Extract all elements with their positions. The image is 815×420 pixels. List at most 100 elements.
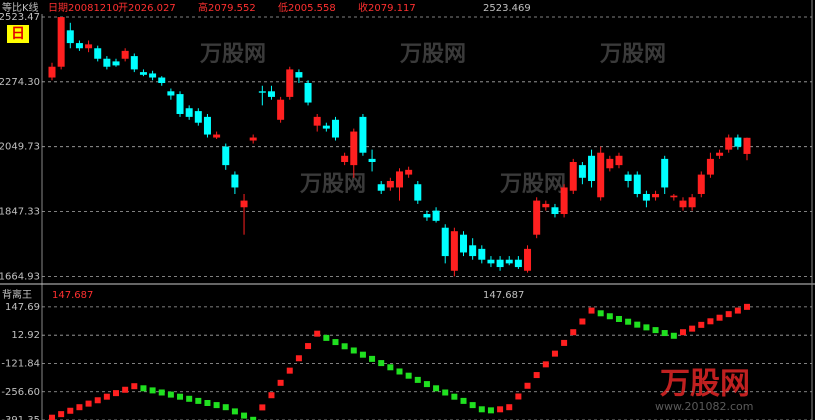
candle-body [514, 259, 522, 268]
indicator-dot [177, 393, 184, 400]
indicator-dot [67, 407, 74, 414]
candle-body [569, 161, 577, 191]
indicator-dot [515, 393, 522, 400]
indicator-dot [716, 314, 723, 321]
indicator-dot [497, 406, 504, 413]
indicator-dot [350, 347, 357, 354]
indicator-dot [103, 393, 110, 400]
candle-body [551, 207, 559, 215]
candle-body [103, 58, 111, 67]
candle-body [560, 187, 568, 215]
candle-body [304, 82, 312, 103]
indicator-dot [597, 310, 604, 317]
y-tick-label: 1664.93 [0, 271, 40, 282]
y-tick-label: 2523.47 [0, 12, 40, 23]
bottom-value-white: 147.687 [483, 290, 524, 301]
indicator-dot [76, 404, 83, 411]
candle-body [75, 43, 83, 49]
logo-url: www.201082.com [655, 400, 753, 413]
candle-body [286, 69, 294, 97]
watermark-brand: 万股网 [199, 42, 266, 67]
candle-body [130, 56, 138, 70]
watermark-brand: 万股网 [399, 42, 466, 67]
candle-body [277, 99, 285, 120]
candle-body [112, 61, 120, 66]
watermark-brand: 万股网 [499, 172, 566, 197]
candle-body [139, 72, 147, 75]
indicator-dot [195, 397, 202, 404]
indicator-dot [423, 381, 430, 388]
candle-body [679, 200, 687, 208]
indicator-dot [707, 318, 714, 325]
indicator-dot [451, 393, 458, 400]
y-tick-label: 147.69 [5, 302, 40, 313]
indicator-dot [615, 315, 622, 322]
indicator-dot [213, 402, 220, 409]
period-badge [7, 25, 29, 43]
candle-body [85, 44, 93, 49]
indicator-dot [131, 383, 138, 390]
candle-body [487, 259, 495, 264]
indicator-dot [94, 397, 101, 404]
candle-body [222, 146, 230, 166]
candle-body [331, 119, 339, 138]
candle-body [249, 137, 257, 141]
candle-body [176, 94, 184, 114]
indicator-dot [579, 318, 586, 325]
candle-body [231, 174, 239, 188]
candle-body [670, 195, 678, 198]
y-tick-label: 12.92 [11, 330, 40, 341]
candle-body [524, 248, 532, 271]
indicator-dot [314, 330, 321, 337]
indicator-dot [295, 355, 302, 362]
indicator-dot [113, 390, 120, 397]
indicator-dot [122, 386, 129, 393]
candle-body [624, 174, 632, 181]
indicator-dot [744, 303, 750, 310]
indicator-dot [588, 307, 595, 314]
candle-body [350, 131, 358, 166]
indicator-dot [286, 367, 293, 374]
candle-body [432, 210, 440, 221]
indicator-dot [542, 361, 549, 368]
indicator-dot [405, 372, 412, 379]
bottom-title: 背离王 [2, 288, 32, 301]
candle-body [652, 193, 660, 198]
candle-body [341, 155, 349, 162]
candle-body [185, 108, 193, 117]
candle-body [94, 48, 102, 59]
candle-body [578, 165, 586, 178]
indicator-dot [323, 334, 330, 341]
indicator-dot [414, 376, 421, 383]
candle-body [66, 30, 74, 44]
candle-body [706, 158, 714, 175]
indicator-dot [460, 397, 467, 404]
candle-body [716, 152, 724, 156]
y-tick-label: -391.35 [1, 415, 40, 420]
candle-body [203, 116, 211, 135]
indicator-dot [305, 343, 312, 350]
indicator-dot [625, 318, 632, 325]
indicator-dot [643, 324, 650, 331]
indicator-dot [661, 330, 668, 337]
indicator-dot [506, 404, 513, 411]
indicator-dot [204, 399, 211, 406]
indicator-dot [487, 407, 494, 414]
indicator-dot [478, 406, 485, 413]
candle-body [194, 111, 202, 123]
candle-body [396, 171, 403, 188]
indicator-dot [186, 395, 193, 402]
candle-body [469, 245, 477, 257]
indicator-dot [433, 385, 440, 392]
candle-body [606, 158, 614, 169]
candle-body [295, 72, 303, 78]
indicator-dot [469, 402, 476, 409]
top-title: 等比K线 [2, 1, 39, 14]
low-info: 低2005.558 [278, 1, 336, 14]
indicator-dot [277, 379, 284, 386]
indicator-dot [149, 387, 156, 394]
indicator-dot [551, 350, 558, 357]
date: 日期20081210 [48, 2, 119, 14]
indicator-dot [369, 355, 376, 362]
